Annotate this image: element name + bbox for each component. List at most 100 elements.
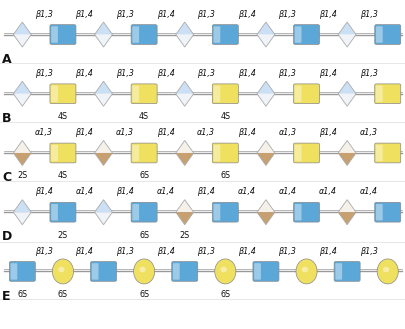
FancyBboxPatch shape xyxy=(254,263,260,280)
Polygon shape xyxy=(175,35,193,47)
Polygon shape xyxy=(13,22,31,35)
Text: β1,3: β1,3 xyxy=(197,10,215,19)
Polygon shape xyxy=(94,22,112,35)
Text: β1,3: β1,3 xyxy=(35,69,53,78)
Text: β1,3: β1,3 xyxy=(116,10,134,19)
Text: 4S: 4S xyxy=(58,112,68,121)
FancyBboxPatch shape xyxy=(212,25,238,44)
Polygon shape xyxy=(175,81,193,94)
FancyBboxPatch shape xyxy=(131,84,157,104)
Polygon shape xyxy=(94,212,112,225)
Polygon shape xyxy=(337,35,355,47)
Text: β1,4: β1,4 xyxy=(237,10,255,19)
FancyBboxPatch shape xyxy=(333,262,359,281)
FancyBboxPatch shape xyxy=(374,202,400,222)
Polygon shape xyxy=(94,94,112,106)
Text: β1,4: β1,4 xyxy=(318,128,336,137)
Text: 6S: 6S xyxy=(139,171,149,180)
FancyBboxPatch shape xyxy=(51,86,58,102)
FancyBboxPatch shape xyxy=(375,145,382,161)
Text: β1,3: β1,3 xyxy=(278,69,296,78)
FancyBboxPatch shape xyxy=(171,262,197,281)
Polygon shape xyxy=(13,200,31,212)
Text: D: D xyxy=(2,230,12,243)
Text: β1,4: β1,4 xyxy=(116,188,134,196)
Polygon shape xyxy=(337,81,355,94)
Polygon shape xyxy=(256,153,274,165)
Polygon shape xyxy=(13,94,31,106)
Text: β1,4: β1,4 xyxy=(156,128,174,137)
Text: 4S: 4S xyxy=(58,171,68,180)
Polygon shape xyxy=(94,35,112,47)
FancyBboxPatch shape xyxy=(50,202,76,222)
Polygon shape xyxy=(256,94,274,106)
FancyBboxPatch shape xyxy=(92,263,98,280)
Text: β1,4: β1,4 xyxy=(156,247,174,256)
Ellipse shape xyxy=(139,267,145,272)
Polygon shape xyxy=(337,22,355,35)
Text: β1,3: β1,3 xyxy=(116,247,134,256)
Text: β1,4: β1,4 xyxy=(318,247,336,256)
Text: β1,4: β1,4 xyxy=(35,188,53,196)
Text: β1,3: β1,3 xyxy=(197,247,215,256)
Text: β1,4: β1,4 xyxy=(237,247,255,256)
FancyBboxPatch shape xyxy=(212,143,238,163)
Polygon shape xyxy=(13,153,31,165)
Text: β1,3: β1,3 xyxy=(116,69,134,78)
Polygon shape xyxy=(337,94,355,106)
Ellipse shape xyxy=(214,259,235,284)
Text: 4S: 4S xyxy=(139,112,149,121)
Polygon shape xyxy=(13,140,31,153)
Text: α1,4: α1,4 xyxy=(318,188,336,196)
FancyBboxPatch shape xyxy=(50,84,76,104)
Polygon shape xyxy=(175,153,193,165)
FancyBboxPatch shape xyxy=(213,86,220,102)
FancyBboxPatch shape xyxy=(50,25,76,44)
Polygon shape xyxy=(175,212,193,225)
Text: 2S: 2S xyxy=(58,231,68,240)
Ellipse shape xyxy=(220,267,226,272)
Text: β1,3: β1,3 xyxy=(197,69,215,78)
FancyBboxPatch shape xyxy=(375,204,382,220)
FancyBboxPatch shape xyxy=(51,145,58,161)
Text: β1,4: β1,4 xyxy=(197,188,215,196)
Text: E: E xyxy=(2,290,11,303)
Text: 6S: 6S xyxy=(220,171,230,180)
Text: α1,4: α1,4 xyxy=(278,188,296,196)
Ellipse shape xyxy=(382,267,388,272)
Text: β1,3: β1,3 xyxy=(278,247,296,256)
Text: 2S: 2S xyxy=(17,171,28,180)
FancyBboxPatch shape xyxy=(294,86,301,102)
Polygon shape xyxy=(256,35,274,47)
Ellipse shape xyxy=(58,267,64,272)
FancyBboxPatch shape xyxy=(375,86,382,102)
Text: β1,4: β1,4 xyxy=(237,69,255,78)
FancyBboxPatch shape xyxy=(293,202,319,222)
Polygon shape xyxy=(256,212,274,225)
Text: C: C xyxy=(2,171,11,184)
Polygon shape xyxy=(175,22,193,35)
FancyBboxPatch shape xyxy=(294,204,301,220)
Polygon shape xyxy=(175,200,193,212)
FancyBboxPatch shape xyxy=(294,26,301,43)
Text: β1,4: β1,4 xyxy=(156,69,174,78)
Text: β1,4: β1,4 xyxy=(318,10,336,19)
Text: A: A xyxy=(2,53,12,66)
FancyBboxPatch shape xyxy=(374,25,400,44)
FancyBboxPatch shape xyxy=(132,86,139,102)
Ellipse shape xyxy=(52,259,73,284)
Text: 2S: 2S xyxy=(179,231,190,240)
Text: α1,4: α1,4 xyxy=(75,188,93,196)
Polygon shape xyxy=(337,200,355,212)
Ellipse shape xyxy=(295,259,316,284)
Text: β1,3: β1,3 xyxy=(278,10,296,19)
Text: α1,3: α1,3 xyxy=(35,128,53,137)
FancyBboxPatch shape xyxy=(335,263,341,280)
FancyBboxPatch shape xyxy=(131,25,157,44)
FancyBboxPatch shape xyxy=(132,204,139,220)
Text: β1,4: β1,4 xyxy=(318,69,336,78)
FancyBboxPatch shape xyxy=(51,26,58,43)
Polygon shape xyxy=(175,140,193,153)
Polygon shape xyxy=(94,200,112,212)
FancyBboxPatch shape xyxy=(50,143,76,163)
